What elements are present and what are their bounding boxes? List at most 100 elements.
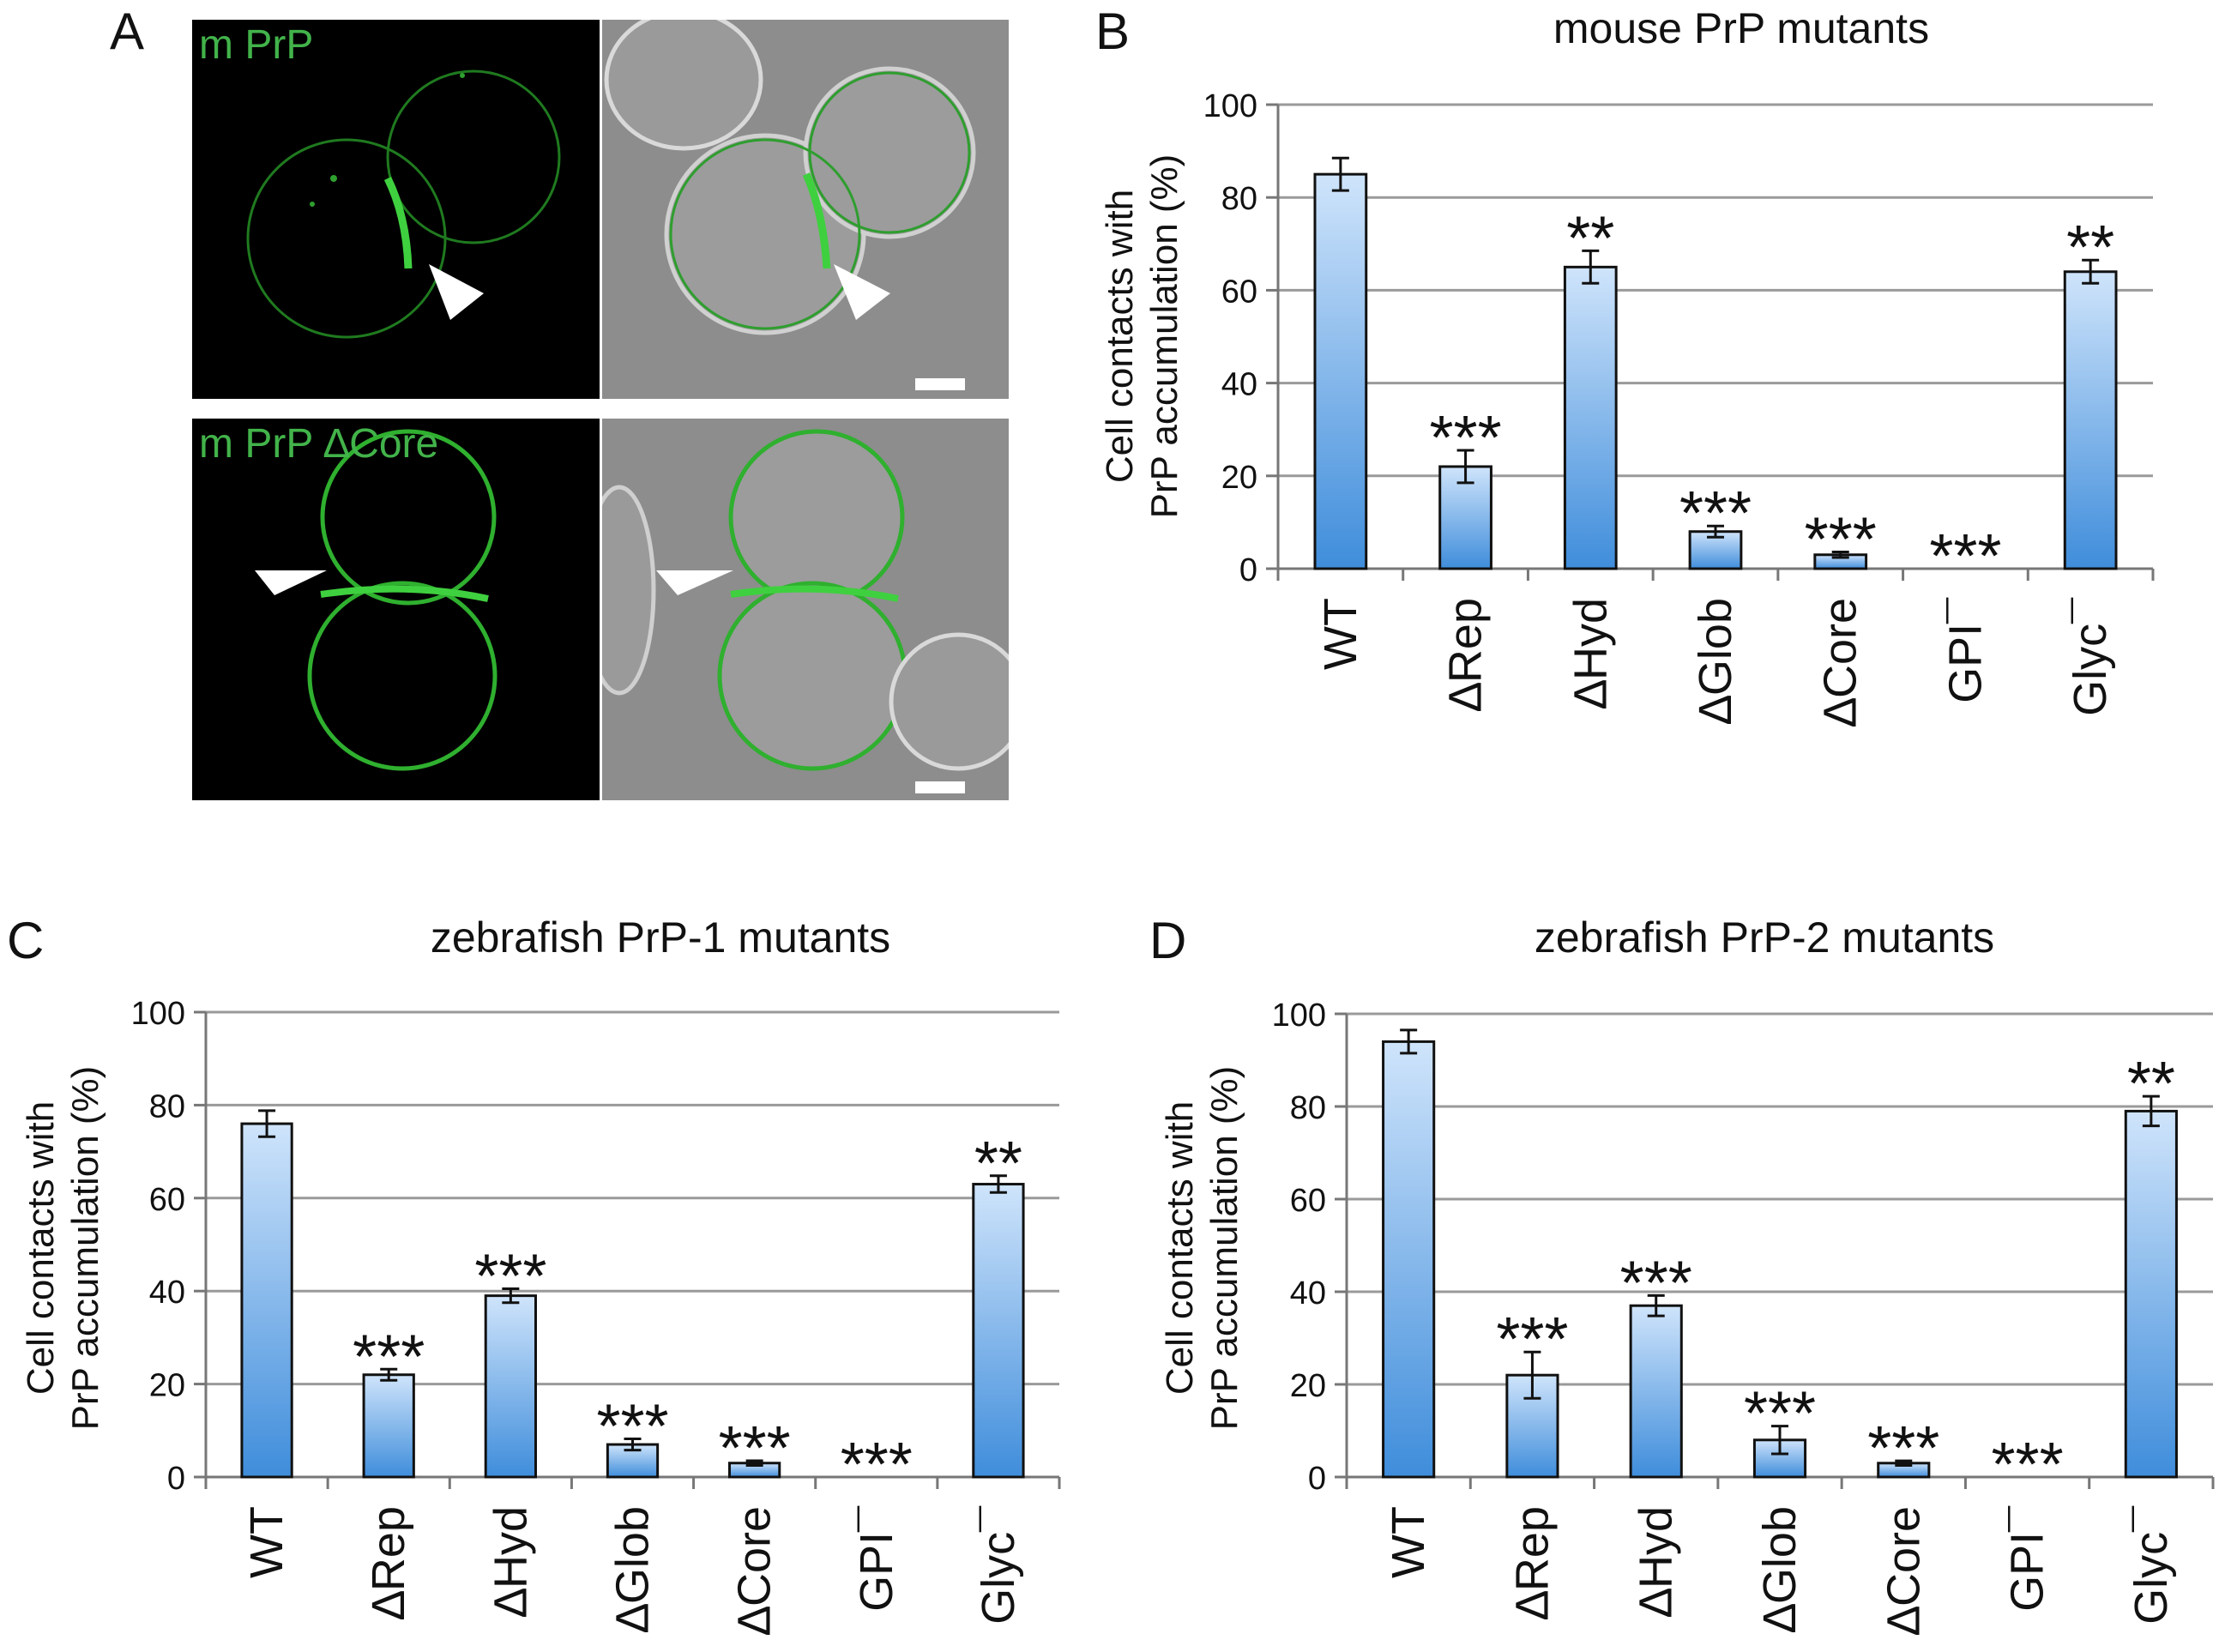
y-tick-label: 0 xyxy=(1239,552,1257,588)
bar xyxy=(240,1122,293,1479)
cell-pair-brightfield-top xyxy=(604,20,976,335)
chart-title: zebrafish PrP-2 mutants xyxy=(1535,913,1994,962)
chart-title: mouse PrP mutants xyxy=(1553,4,1929,52)
category-label: Glyc¯ xyxy=(2126,1505,2177,1625)
chart-zebrafish-prp1: zebrafish PrP-1 mutants Cell contacts wit… xyxy=(20,913,1061,1635)
significance-label: *** xyxy=(1929,522,2001,591)
y-tick-label: 60 xyxy=(149,1182,185,1218)
significance-label: *** xyxy=(353,1323,425,1391)
y-tick-label: 0 xyxy=(1308,1461,1326,1497)
y-tick-label: 20 xyxy=(149,1368,185,1404)
micrograph-label-top: m PrP xyxy=(199,22,314,68)
chart-title: zebrafish PrP-1 mutants xyxy=(431,913,890,962)
significance-label: *** xyxy=(596,1393,668,1462)
y-tick-label: 100 xyxy=(131,996,185,1032)
micrograph-label-bottom: m PrP ∆Core xyxy=(199,421,439,467)
category-label: ∆Rep xyxy=(1440,598,1492,711)
y-tick-label: 100 xyxy=(1203,88,1257,124)
category-label: WT xyxy=(1383,1506,1434,1578)
panel-letter-b: B xyxy=(1095,3,1131,60)
significance-label: ** xyxy=(2066,214,2114,282)
bar xyxy=(972,1183,1025,1479)
category-label: ∆Hyd xyxy=(1565,598,1616,708)
y-tick-label: 80 xyxy=(1290,1090,1326,1126)
cell-pair-fluorescence-top xyxy=(246,69,561,339)
y-axis-label-line2: PrP accumulation (%) xyxy=(1143,154,1185,519)
category-label: ∆Core xyxy=(1815,598,1866,727)
arrowhead-icon-top-right xyxy=(834,264,890,320)
category-label: ∆Rep xyxy=(1506,1506,1558,1619)
y-tick-label: 80 xyxy=(149,1088,185,1124)
y-tick-label: 0 xyxy=(167,1461,185,1497)
significance-label: *** xyxy=(719,1414,791,1483)
arrowhead-icon-bottom-left xyxy=(255,570,327,595)
category-label: ∆Core xyxy=(729,1506,781,1635)
y-axis-label-line1: Cell contacts with xyxy=(20,1101,62,1395)
category-label: Glyc¯ xyxy=(2065,597,2116,716)
y-axis-label-line2: PrP accumulation (%) xyxy=(1203,1066,1245,1431)
significance-label: ** xyxy=(1566,204,1614,273)
significance-label: *** xyxy=(1867,1414,1939,1483)
micrograph-fluorescence-top: m PrP xyxy=(192,20,600,399)
arrowhead-icon-bottom-right xyxy=(656,570,733,595)
category-label: ∆Rep xyxy=(363,1506,414,1619)
category-label: GPI¯ xyxy=(851,1505,902,1612)
y-tick-label: 60 xyxy=(1221,274,1257,310)
chart-zebrafish-prp2: zebrafish PrP-2 mutants Cell contacts wit… xyxy=(1159,913,2215,1635)
y-tick-label: 40 xyxy=(149,1275,185,1311)
significance-label: *** xyxy=(1679,479,1752,548)
panel-letter-c: C xyxy=(7,912,45,969)
category-label: ∆Hyd xyxy=(485,1506,536,1617)
arrowhead-icon-top-left xyxy=(429,264,484,320)
significance-label: *** xyxy=(841,1431,913,1499)
micrograph-brightfield-bottom xyxy=(602,419,1009,800)
category-label: ∆Hyd xyxy=(1631,1506,1682,1617)
y-axis-label-line1: Cell contacts with xyxy=(1099,190,1141,483)
bar xyxy=(2063,270,2118,570)
y-tick-label: 100 xyxy=(1272,998,1326,1034)
category-label: ∆Glob xyxy=(1690,598,1741,724)
category-label: GPI¯ xyxy=(1939,597,1991,703)
category-label: WT xyxy=(241,1506,292,1578)
category-label: WT xyxy=(1315,598,1366,670)
bar xyxy=(484,1294,537,1479)
micrograph-fluorescence-bottom: m PrP ∆Core xyxy=(192,419,600,800)
panel-letter-a: A xyxy=(110,3,145,60)
cell-pair-brightfield-bottom xyxy=(602,429,1009,771)
bar xyxy=(1382,1040,1436,1479)
bar xyxy=(1313,172,1368,570)
y-tick-label: 20 xyxy=(1290,1368,1326,1404)
scale-bar-top xyxy=(915,378,965,390)
micrograph-brightfield-top xyxy=(602,20,1009,399)
significance-label: *** xyxy=(1620,1249,1692,1317)
significance-label: *** xyxy=(1805,506,1877,575)
bar xyxy=(362,1373,415,1479)
category-label: ∆Glob xyxy=(1754,1506,1806,1632)
significance-label: *** xyxy=(474,1242,546,1311)
chart-mouse-prp: mouse PrP mutants Cell contacts with PrP a… xyxy=(1099,4,2155,727)
bar xyxy=(1563,265,1618,570)
significance-label: *** xyxy=(1744,1380,1816,1449)
category-label: GPI¯ xyxy=(2002,1505,2053,1612)
category-label: ∆Core xyxy=(1878,1506,1929,1635)
significance-label: *** xyxy=(1992,1431,2064,1499)
y-axis-label-line2: PrP accumulation (%) xyxy=(64,1066,106,1431)
y-tick-label: 40 xyxy=(1221,367,1257,403)
significance-label: ** xyxy=(2127,1050,2175,1118)
y-tick-label: 40 xyxy=(1290,1275,1326,1311)
category-label: Glyc¯ xyxy=(973,1505,1024,1625)
y-tick-label: 20 xyxy=(1221,460,1257,496)
y-tick-label: 60 xyxy=(1290,1183,1326,1219)
bar xyxy=(2124,1109,2178,1479)
scale-bar-bottom xyxy=(915,781,965,793)
cell-pair-fluorescence-bottom xyxy=(307,429,497,771)
y-tick-label: 80 xyxy=(1221,181,1257,217)
y-axis-label-line1: Cell contacts with xyxy=(1159,1101,1201,1395)
category-label: ∆Glob xyxy=(607,1506,659,1632)
significance-label: *** xyxy=(1430,404,1502,473)
significance-label: ** xyxy=(974,1130,1022,1198)
panel-letter-d: D xyxy=(1149,912,1187,969)
bar xyxy=(1629,1304,1683,1479)
significance-label: *** xyxy=(1496,1305,1568,1374)
